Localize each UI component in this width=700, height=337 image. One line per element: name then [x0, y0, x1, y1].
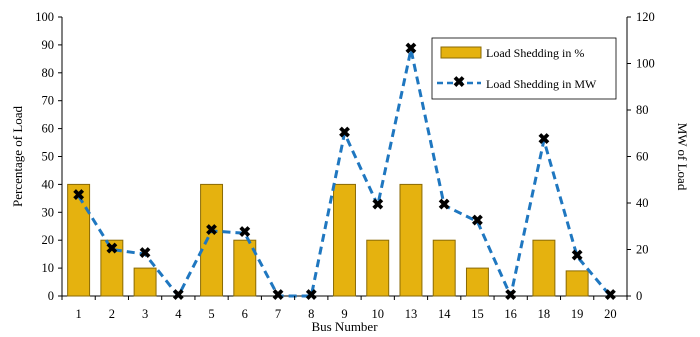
left-tick-label: 100: [35, 10, 54, 24]
bar-series: [67, 183, 589, 297]
x-tick-label: 5: [208, 307, 214, 321]
left-tick-label: 0: [48, 289, 54, 303]
x-tick-label: 9: [341, 307, 347, 321]
x-tick-label: 4: [175, 307, 182, 321]
x-tick-label: 15: [471, 307, 484, 321]
y-axis-title: Percentage of Load: [10, 105, 25, 207]
x-tick-label: 14: [438, 307, 451, 321]
bar: [333, 183, 356, 297]
x-axis-title: Bus Number: [311, 319, 378, 334]
mw-line: [77, 48, 612, 298]
line-marker-x-icon: ✖: [604, 288, 617, 304]
right-tick-labels: 0 20 40 60 80 100 120: [627, 10, 655, 303]
right-tick-label: 100: [636, 57, 655, 71]
bar: [465, 267, 489, 297]
line-marker-x-icon: ✖: [371, 197, 384, 213]
x-tick-label: 8: [308, 307, 314, 321]
left-tick-label: 50: [42, 150, 55, 164]
left-tick-label: 70: [42, 94, 55, 108]
x-tick-label: 19: [571, 307, 584, 321]
bar: [133, 267, 157, 297]
x-tick-label: 20: [604, 307, 617, 321]
legend-swatch-bar: [440, 46, 482, 59]
line-series: ✖ ✖ ✖ ✖ ✖ ✖ ✖ ✖ ✖ ✖ ✖ ✖ ✖ ✖ ✖ ✖ ✖: [72, 42, 616, 304]
right-tick-label: 40: [636, 196, 649, 210]
right-tick-label: 0: [636, 289, 642, 303]
x-tick-label: 13: [405, 307, 418, 321]
x-tick-label: 2: [109, 307, 115, 321]
bar: [399, 183, 423, 297]
line-marker-x-icon: ✖: [139, 246, 152, 262]
x-tick-label: 1: [75, 307, 81, 321]
bar: [100, 239, 124, 297]
line-marker-x-icon: ✖: [305, 288, 318, 304]
right-tick-label: 120: [636, 10, 655, 24]
right-tick-label: 60: [636, 150, 649, 164]
line-marker-x-icon: ✖: [239, 225, 252, 241]
bar: [532, 239, 556, 297]
bar: [200, 183, 224, 297]
bar: [432, 239, 456, 297]
line-marker-x-icon: ✖: [272, 288, 285, 304]
bar: [67, 183, 91, 297]
right-tick-label: 80: [636, 103, 649, 117]
legend-label-mw: Load Shedding in MW: [486, 77, 597, 91]
left-tick-label: 20: [42, 233, 55, 247]
x-tick-label: 3: [142, 307, 148, 321]
line-marker-x-icon: ✖: [504, 288, 517, 304]
bar: [565, 270, 589, 297]
line-marker-x-icon: ✖: [172, 288, 185, 304]
legend-marker-x-icon: ✖: [453, 75, 466, 91]
line-marker-x-icon: ✖: [538, 132, 551, 148]
left-tick-label: 80: [42, 66, 55, 80]
legend-label-percent: Load Shedding in %: [486, 46, 584, 60]
line-marker-x-icon: ✖: [106, 242, 119, 258]
bar: [233, 239, 257, 297]
line-marker-x-icon: ✖: [571, 248, 584, 264]
x-tick-label: 16: [504, 307, 517, 321]
left-tick-labels: 0 10 20 30 40 50 60 70 80 90 100: [35, 10, 62, 303]
line-marker-x-icon: ✖: [205, 223, 218, 239]
line-marker-x-icon: ✖: [438, 197, 451, 213]
line-marker-x-icon: ✖: [72, 188, 85, 204]
y2-axis-title: MW of Load: [675, 123, 690, 191]
line-marker-x-icon: ✖: [405, 42, 418, 58]
x-tick-label: 10: [371, 307, 384, 321]
left-tick-label: 90: [42, 38, 55, 52]
line-marker-x-icon: ✖: [338, 125, 351, 141]
left-tick-label: 30: [42, 205, 55, 219]
line-marker-x-icon: ✖: [471, 214, 484, 230]
x-tick-label: 6: [242, 307, 248, 321]
x-tick-label: 7: [275, 307, 281, 321]
left-tick-label: 40: [42, 177, 55, 191]
left-tick-label: 10: [42, 261, 55, 275]
x-tick-label: 18: [538, 307, 551, 321]
bar: [366, 239, 390, 297]
x-tick-labels: 1 2 3 4 5 6 7 8 9 10 13 14 15 16 18 19 20: [61, 296, 628, 321]
legend: Load Shedding in % ✖ Load Shedding in MW: [431, 37, 617, 100]
left-tick-label: 60: [42, 122, 55, 136]
right-tick-label: 20: [636, 243, 649, 257]
